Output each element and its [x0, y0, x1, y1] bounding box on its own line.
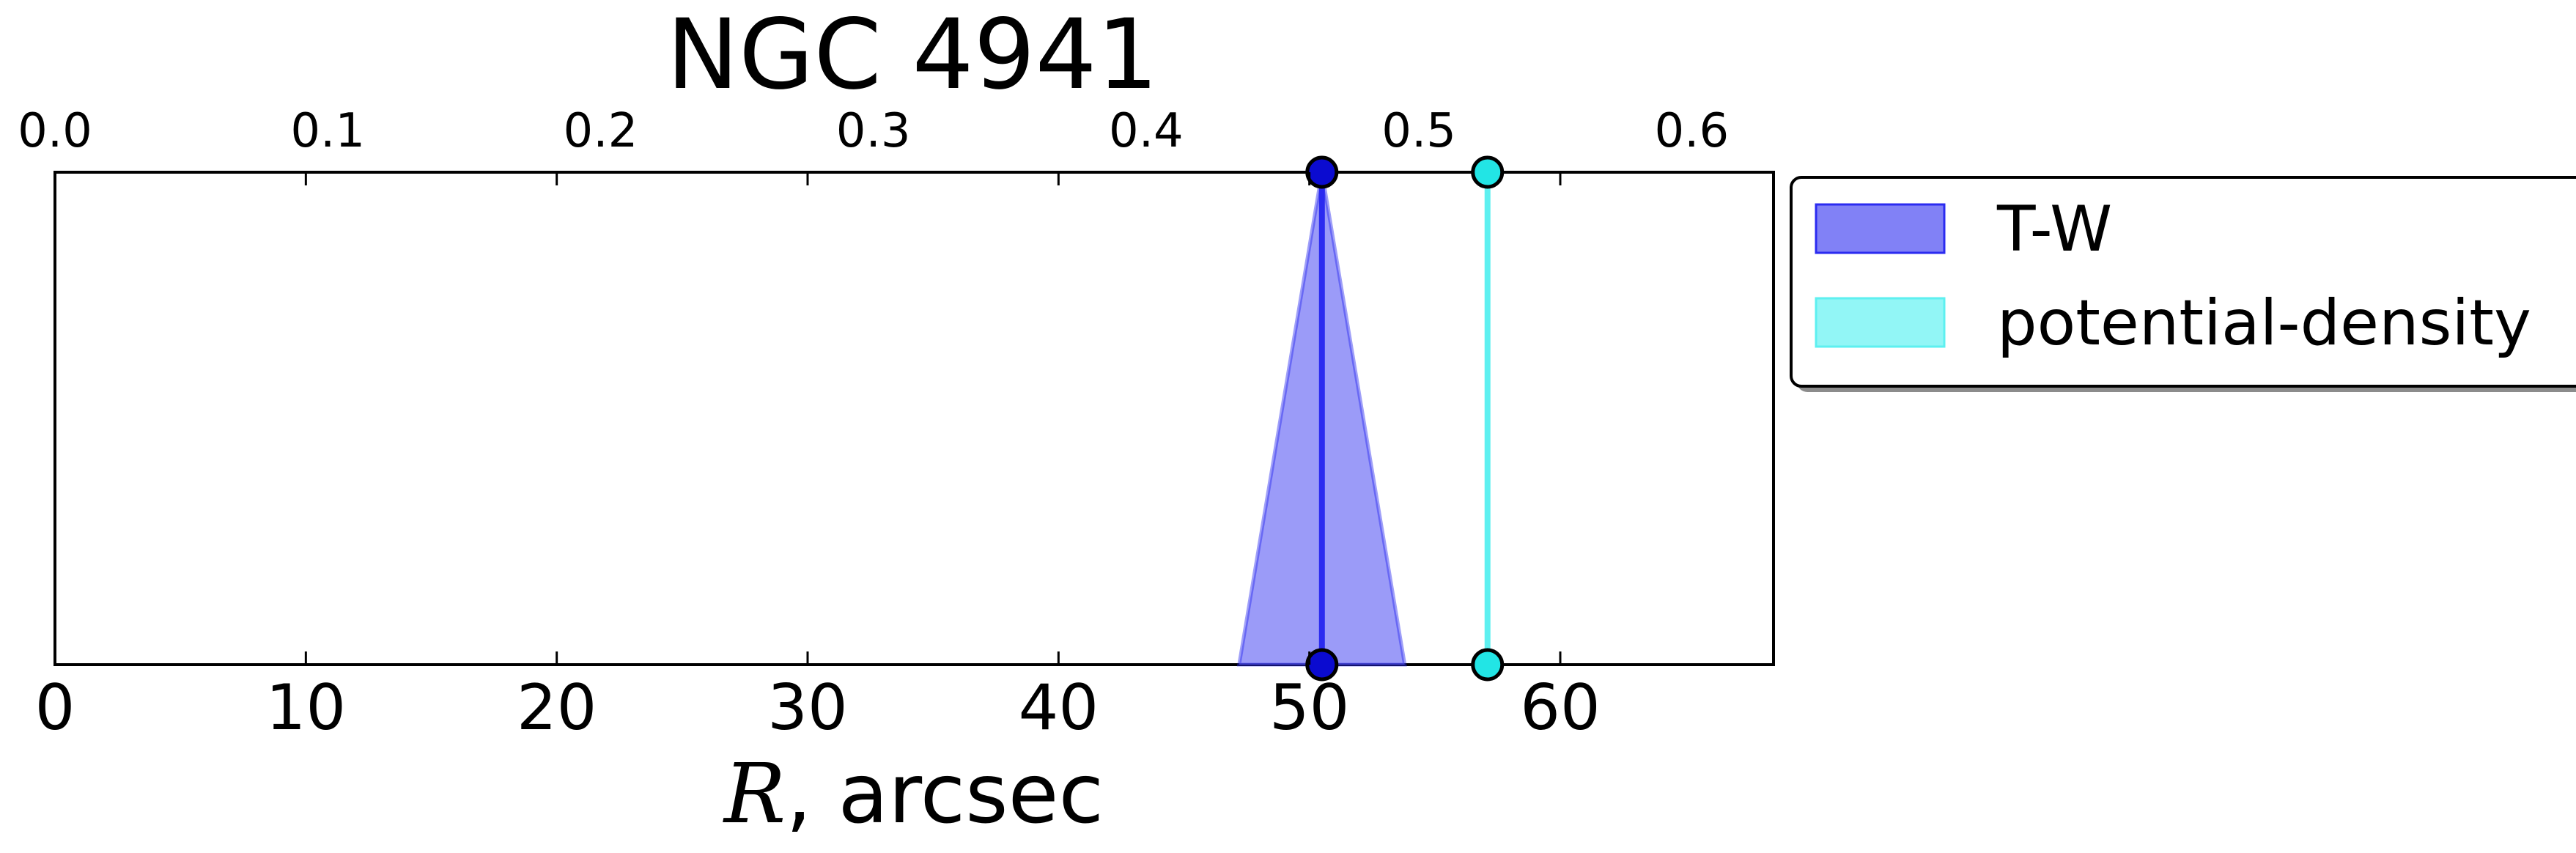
- top-tick-label: 0.3: [836, 104, 911, 158]
- top-tick-label: 0.6: [1654, 104, 1729, 158]
- x-axis-var: R: [723, 747, 786, 842]
- top-tick-label: 0.0: [18, 104, 92, 158]
- legend-swatch-0: [1815, 203, 1946, 254]
- legend-swatch-1: [1815, 297, 1946, 348]
- x-axis-unit: , arcsec: [786, 747, 1104, 842]
- series-0-marker-top: [1305, 155, 1339, 189]
- series-1-marker-top: [1471, 155, 1505, 189]
- bottom-tick-label: 30: [767, 671, 847, 745]
- x-axis-label: R, arcsec: [723, 747, 1104, 842]
- plot-frame: [53, 171, 1775, 666]
- bottom-tick-label: 10: [266, 671, 346, 745]
- top-tick-label: 0.5: [1381, 104, 1456, 158]
- bottom-tick-label: 0: [35, 671, 75, 745]
- bottom-axis: 0 10 20 30 40 50 60: [35, 172, 1601, 745]
- bottom-tick-label: 20: [517, 671, 597, 745]
- series-1-marker-bottom: [1471, 648, 1505, 682]
- series-0-marker-bottom: [1305, 648, 1339, 682]
- bottom-tick-label: 60: [1520, 671, 1600, 745]
- legend-label-1: potential-density: [1997, 287, 2531, 360]
- top-axis: 0.0 0.1 0.2 0.3 0.4 0.5 0.6: [18, 104, 1729, 158]
- bottom-tick-label: 50: [1269, 671, 1349, 745]
- legend-box: [1790, 176, 2576, 388]
- top-tick-label: 0.4: [1109, 104, 1184, 158]
- legend-label-0: T-W: [1996, 193, 2112, 266]
- top-tick-label: 0.1: [290, 104, 365, 158]
- chart-title: NGC 4941: [666, 0, 1158, 111]
- data-marks: [1236, 155, 1505, 682]
- bottom-tick-label: 40: [1019, 671, 1099, 745]
- top-tick-label: 0.2: [564, 104, 638, 158]
- legend: T-W potential-density: [1790, 176, 2576, 392]
- legend-items: T-W potential-density: [1815, 193, 2531, 360]
